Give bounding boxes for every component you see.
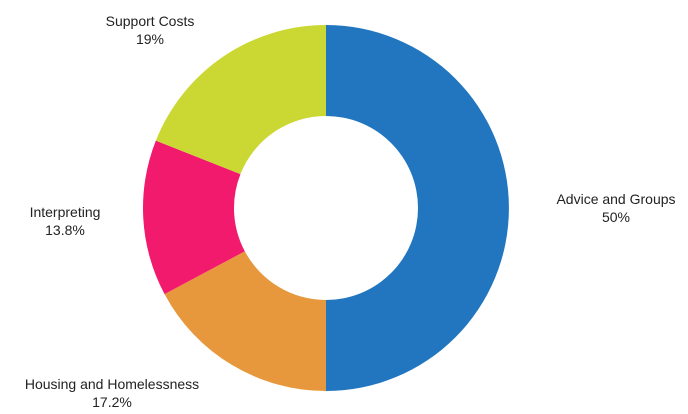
slice-label-housing-and-homelessness: Housing and Homelessness 17.2% <box>4 375 220 411</box>
slice-value-interpreting: 13.8% <box>45 222 85 238</box>
slice-name-support-costs: Support Costs <box>105 13 195 29</box>
slice-value-support-costs: 19% <box>135 31 165 47</box>
slice-label-advice-and-groups: Advice and Groups 50% <box>538 190 688 226</box>
slice-advice-and-groups <box>326 25 509 391</box>
slice-name-housing-and-homelessness: Housing and Homelessness <box>24 376 200 392</box>
slice-interpreting <box>143 140 245 295</box>
slice-label-interpreting: Interpreting 13.8% <box>10 203 120 239</box>
slice-label-support-costs: Support Costs 19% <box>84 12 216 48</box>
slice-support-costs <box>155 25 326 175</box>
slice-value-housing-and-homelessness: 17.2% <box>92 394 132 410</box>
slice-housing-and-homelessness <box>164 251 326 391</box>
slice-name-advice-and-groups: Advice and Groups <box>556 191 676 207</box>
slice-value-advice-and-groups: 50% <box>601 209 631 225</box>
slices-group <box>143 25 509 391</box>
slice-name-interpreting: Interpreting <box>29 204 101 220</box>
